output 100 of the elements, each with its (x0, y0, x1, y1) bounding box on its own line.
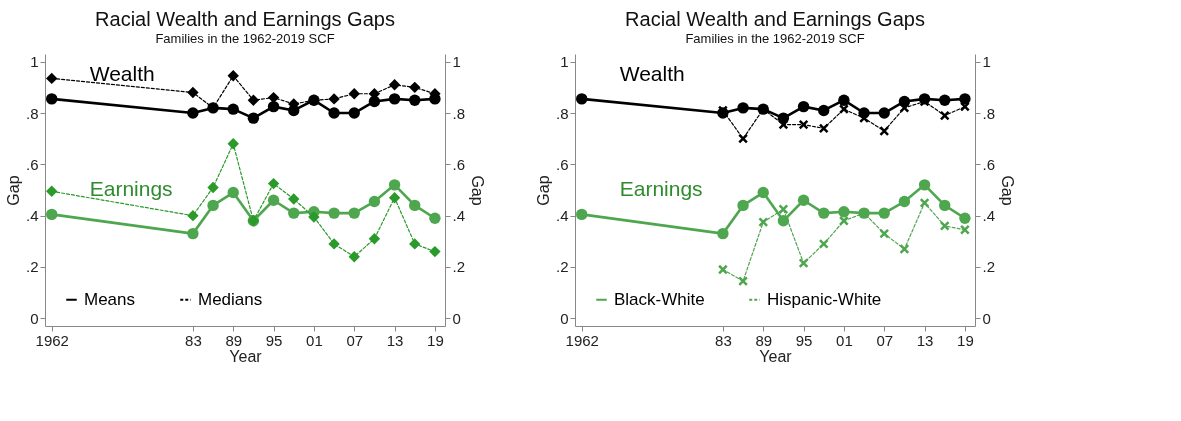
x-tick-label: 01 (306, 331, 323, 349)
point (717, 264, 728, 275)
point (46, 208, 58, 221)
legend-label: Means (84, 289, 136, 309)
x-tick-label: 95 (795, 331, 813, 349)
y-tick-label: .2 (25, 258, 39, 276)
point (798, 119, 809, 130)
point (429, 245, 441, 258)
chart-title: Racial Wealth and Earnings Gaps (625, 8, 925, 30)
point (368, 233, 381, 245)
point (818, 104, 830, 117)
point (757, 186, 769, 199)
point (939, 199, 951, 212)
point (227, 103, 239, 115)
y-axis-title: Gap (4, 175, 22, 206)
point (919, 197, 930, 208)
x-axis-title: Year (229, 347, 263, 365)
y2-tick-label: .6 (982, 155, 996, 173)
y2-axis-title: Gap (999, 175, 1017, 206)
point (388, 93, 401, 105)
point (267, 100, 280, 113)
point (328, 238, 340, 250)
y-tick-label: .4 (555, 207, 569, 225)
y2-tick-label: 1 (452, 53, 461, 71)
point (758, 217, 769, 228)
point (187, 107, 199, 119)
point (959, 224, 970, 235)
x-tick-label: 1962 (35, 331, 69, 349)
point (247, 112, 260, 124)
x-tick-label: 95 (265, 331, 283, 349)
point (899, 243, 910, 255)
x-tick-label: 19 (957, 331, 974, 349)
point (187, 227, 199, 240)
point (777, 215, 790, 227)
point (879, 125, 890, 137)
point (409, 199, 421, 212)
point (798, 258, 809, 269)
y2-tick-label: 0 (982, 309, 991, 327)
x-tick-label: 13 (386, 331, 404, 349)
chart-subtitle: Families in the 1962-2019 SCF (685, 31, 865, 46)
point (348, 207, 360, 219)
point (838, 94, 850, 106)
point (429, 212, 441, 224)
x-tick-label: 07 (876, 331, 894, 349)
x-tick-label: 19 (427, 331, 444, 349)
point (267, 177, 280, 190)
x-tick-label: 89 (225, 331, 243, 349)
point (879, 228, 890, 239)
point (717, 227, 729, 240)
x-axis-title: Year (759, 347, 793, 365)
y-tick-label: 1 (560, 53, 569, 71)
y2-tick-label: 0 (452, 309, 461, 327)
y-tick-label: 0 (560, 309, 569, 327)
point (738, 276, 749, 287)
annotation: Earnings (89, 177, 173, 201)
point (368, 195, 381, 208)
y-tick-label: .8 (555, 104, 569, 122)
y-tick-label: .4 (25, 207, 39, 225)
point (207, 199, 219, 212)
point (409, 238, 421, 250)
point (838, 215, 849, 226)
point (348, 107, 360, 119)
y-tick-label: 0 (30, 309, 39, 327)
y2-tick-label: .8 (982, 104, 996, 122)
y-axis-title: Gap (534, 175, 552, 206)
legend-label: Hispanic-White (767, 289, 882, 309)
point (288, 207, 300, 219)
point (576, 208, 588, 221)
y-tick-label: .2 (555, 258, 569, 276)
point (308, 211, 320, 223)
y-tick-label: .8 (25, 104, 39, 122)
x-tick-label: 07 (346, 331, 364, 349)
y2-tick-label: .4 (452, 207, 466, 225)
point (288, 193, 300, 205)
point (227, 186, 239, 199)
point (939, 110, 950, 121)
point (328, 93, 340, 105)
chart-title: Racial Wealth and Earnings Gaps (95, 8, 395, 30)
point (388, 179, 401, 191)
point (898, 195, 911, 208)
point (737, 102, 749, 114)
point (328, 107, 340, 119)
point (187, 209, 199, 222)
point (738, 133, 749, 144)
point (818, 238, 829, 249)
point (328, 207, 340, 219)
y-tick-label: .6 (25, 155, 39, 173)
y-tick-label: 1 (30, 53, 39, 71)
point (267, 194, 280, 206)
x-tick-label: 1962 (565, 331, 599, 349)
y2-tick-label: .8 (452, 104, 466, 122)
annotation: Wealth (89, 61, 155, 85)
point (388, 79, 401, 91)
point (878, 107, 890, 119)
y2-tick-label: .4 (982, 207, 996, 225)
point (227, 138, 239, 150)
point (797, 194, 810, 206)
legend-label: Black-White (614, 289, 705, 309)
point (247, 94, 260, 106)
point (959, 212, 971, 224)
